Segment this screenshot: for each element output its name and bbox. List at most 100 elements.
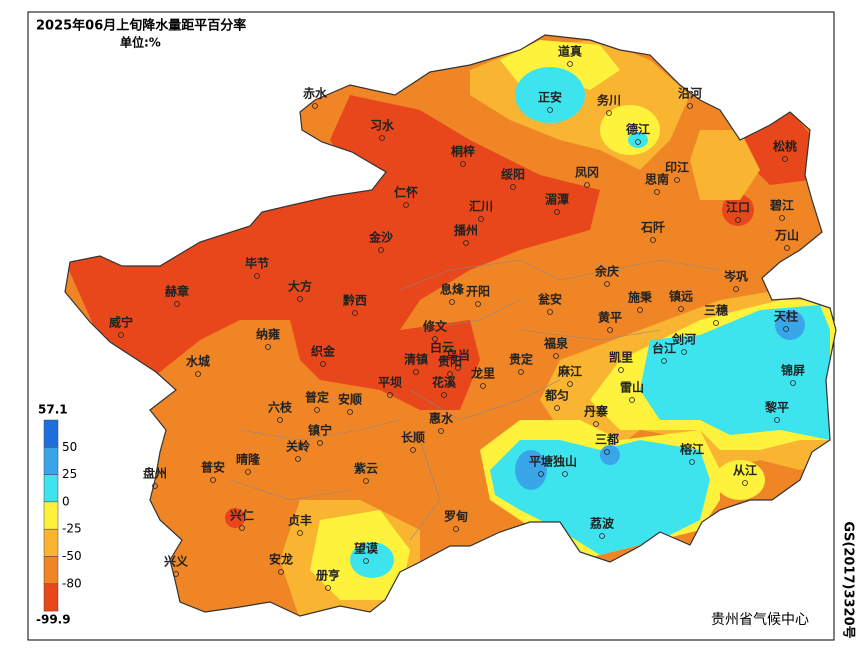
city-name: 岑巩 (723, 269, 748, 284)
city-marker (784, 245, 790, 251)
city-marker (441, 392, 447, 398)
legend-max: 57.1 (38, 403, 68, 417)
city-marker (447, 371, 453, 377)
city-name: 天柱 (774, 309, 798, 324)
contour-area (640, 305, 830, 440)
city-marker (629, 397, 635, 403)
city-name: 习水 (370, 118, 395, 133)
city-name: 都匀 (544, 388, 569, 403)
city-marker (604, 281, 610, 287)
city-marker (607, 327, 613, 333)
city-marker (312, 103, 318, 109)
city-marker (363, 558, 369, 564)
city-marker (174, 301, 180, 307)
city-name: 凯里 (609, 350, 633, 365)
city-marker (681, 349, 687, 355)
city-marker (277, 417, 283, 423)
city-marker (567, 381, 573, 387)
city-marker (637, 307, 643, 313)
city-marker (547, 309, 553, 315)
legend-swatch (43, 583, 59, 612)
city-marker (674, 177, 680, 183)
legend-level: 25 (62, 467, 77, 481)
city-marker (604, 449, 610, 455)
city-marker (463, 240, 469, 246)
city-name: 从江 (733, 463, 757, 478)
city-name: 水城 (186, 354, 210, 369)
city-name: 三穗 (704, 303, 728, 318)
legend-level: -80 (62, 576, 82, 590)
legend-swatch (43, 474, 59, 503)
city-marker (239, 525, 245, 531)
city-name: 江口 (726, 200, 750, 215)
contour-area (715, 460, 765, 500)
city-name: 锦屏 (781, 363, 805, 378)
city-marker (779, 215, 785, 221)
city-marker (352, 310, 358, 316)
city-marker (363, 478, 369, 484)
city-name: 长顺 (401, 430, 425, 445)
city-name: 汇川 (469, 200, 493, 214)
city-name: 罗甸 (444, 509, 468, 524)
city-marker (742, 480, 748, 486)
city-marker (654, 189, 660, 195)
city-name: 毕节 (245, 256, 269, 271)
city-marker (265, 344, 271, 350)
city-marker (518, 369, 524, 375)
city-name: 黎平 (765, 400, 789, 415)
city-name: 松桃 (773, 139, 797, 154)
city-marker (453, 526, 459, 532)
city-name: 播州 (454, 223, 478, 238)
city-name: 湄潭 (545, 192, 569, 207)
city-marker (554, 405, 560, 411)
city-name: 黄平 (598, 310, 622, 325)
city-name: 白云 (430, 340, 454, 355)
city-name: 石阡 (640, 220, 665, 235)
city-name: 黔西 (343, 293, 367, 308)
city-marker (152, 483, 158, 489)
city-marker (774, 417, 780, 423)
city-marker (297, 530, 303, 536)
city-marker (478, 216, 484, 222)
city-marker (553, 353, 559, 359)
city-marker (790, 380, 796, 386)
city-marker (295, 456, 301, 462)
legend-swatch (43, 556, 59, 585)
approval-number: GS(2017)3320号 (841, 521, 856, 638)
city-marker (210, 477, 216, 483)
city-marker (547, 107, 553, 113)
city-name: 普定 (305, 390, 329, 405)
city-marker (379, 135, 385, 141)
city-marker (713, 320, 719, 326)
contour-area (690, 130, 760, 200)
city-marker (118, 332, 124, 338)
city-name: 兴仁 (230, 508, 254, 523)
city-name: 修文 (422, 319, 448, 334)
city-marker (689, 459, 695, 465)
county-borders (229, 259, 721, 541)
city-marker (378, 247, 384, 253)
city-name: 紫云 (354, 461, 378, 476)
city-marker (347, 409, 353, 415)
city-name: 六枝 (268, 400, 293, 415)
city-name: 平坝 (378, 376, 402, 390)
city-name: 桐梓 (451, 144, 475, 159)
city-marker (314, 407, 320, 413)
city-name: 麻江 (557, 364, 582, 379)
city-name: 惠水 (429, 411, 454, 426)
city-name: 金沙 (368, 230, 393, 245)
city-name: 大方 (288, 279, 312, 294)
city-name: 平塘 (529, 454, 553, 469)
city-marker (317, 440, 323, 446)
contour-area (350, 542, 394, 578)
city-name: 贞丰 (288, 513, 312, 528)
contour-area (600, 445, 620, 465)
legend-min: -99.9 (36, 613, 71, 627)
city-name: 清镇 (404, 352, 428, 367)
city-marker (635, 139, 641, 145)
city-name: 正安 (538, 90, 562, 105)
contour-area (225, 508, 245, 528)
city-marker (584, 182, 590, 188)
city-marker (173, 571, 179, 577)
city-name: 镇宁 (308, 423, 332, 438)
